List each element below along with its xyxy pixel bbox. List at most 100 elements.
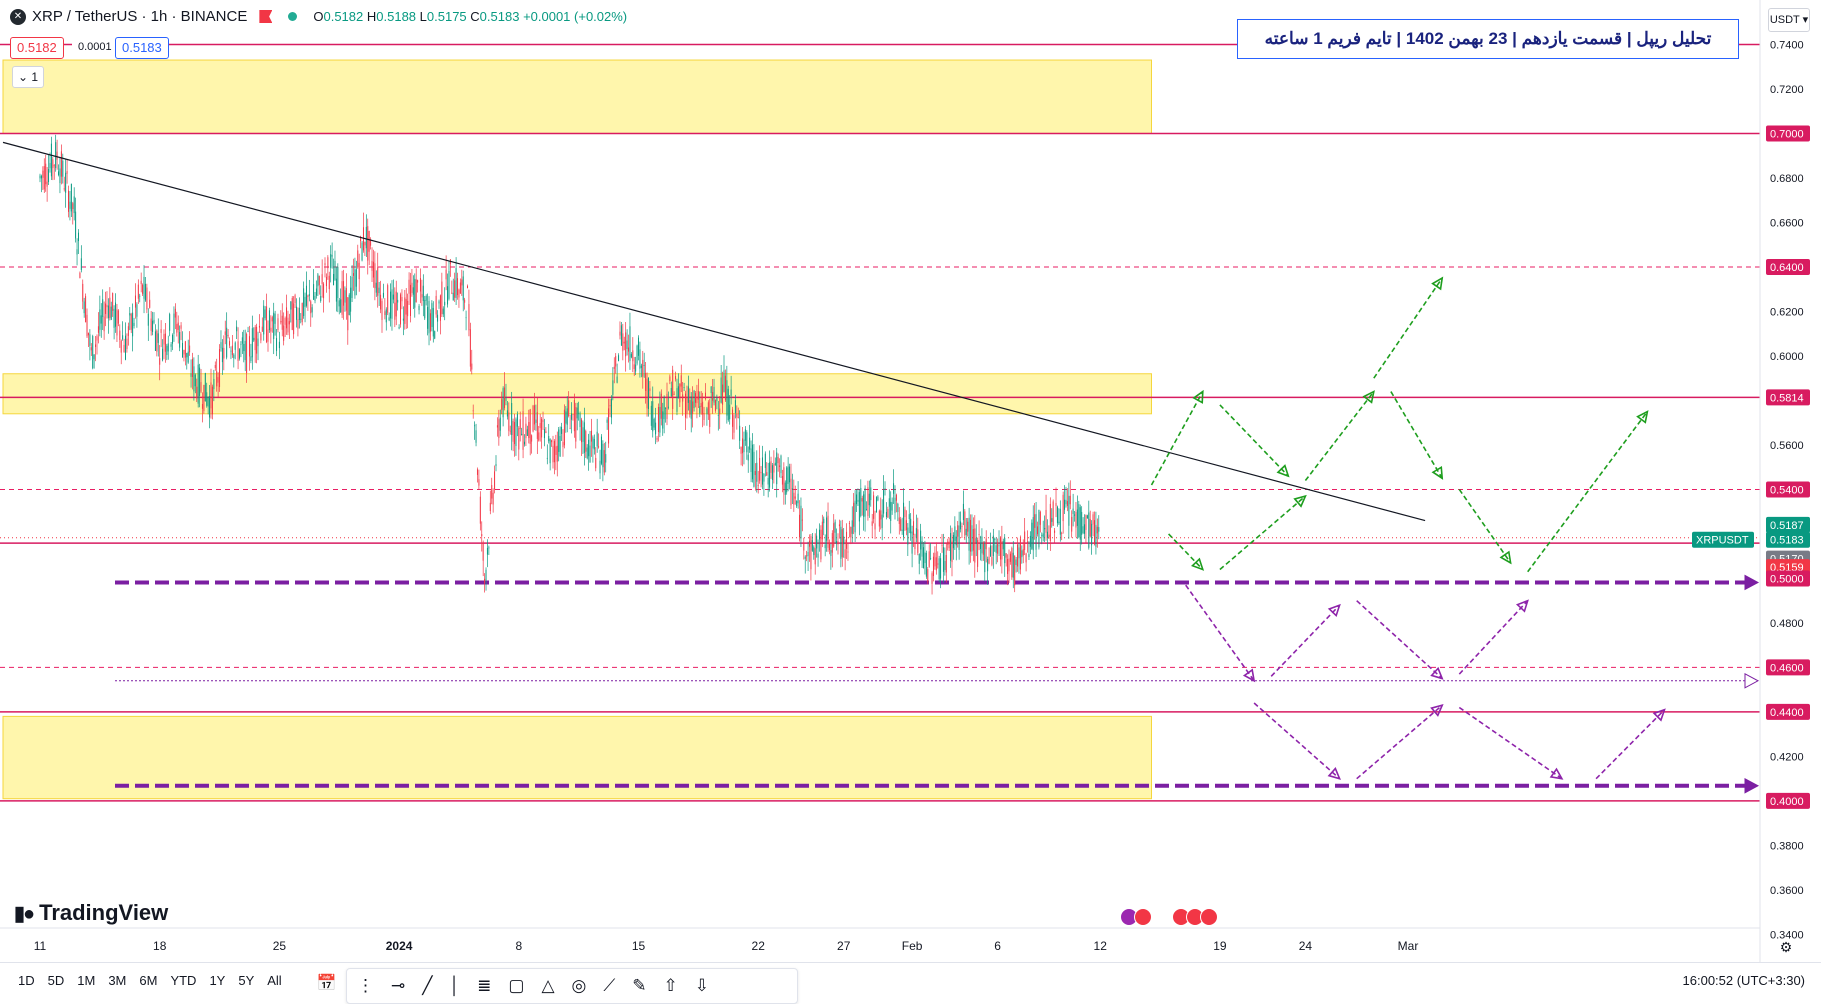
candle-body [598,446,600,448]
price-chart[interactable]: 0.7400 0.7200 0.7000 0.6800 0.6600 0.6400 0.62… [0,0,1821,962]
candle-body [313,284,315,300]
candle-body [754,471,756,476]
candle-body [581,419,582,443]
candle-body [471,363,473,370]
candle-body [657,407,659,432]
candle-body [954,526,956,542]
candle-body [137,284,139,299]
symbol-title[interactable]: XRP / TetherUS · 1h · BINANCE [32,8,248,25]
purple-level-arrowhead [1744,672,1760,689]
candle-body [777,456,779,464]
candle-body [408,279,410,294]
calendar-icon[interactable]: 📅 [316,975,337,992]
candle-body [476,469,478,475]
candle-body [786,467,788,493]
sell-button[interactable]: 0.5182 [10,37,64,59]
range-5y[interactable]: 5Y [238,973,255,988]
candle-body [565,411,567,424]
candle-body [582,427,584,442]
candle-body [154,331,156,351]
drag-handle-icon[interactable]: ⋮ [357,976,374,995]
time-axis-tick: 15 [632,939,646,953]
candle-body [162,348,164,361]
range-1d[interactable]: 1D [18,973,35,988]
candle-body [174,308,176,318]
candle-body [308,294,310,296]
arrow-down-tool-icon[interactable]: ⇩ [694,976,710,995]
buy-button[interactable]: 0.5183 [115,37,169,59]
economic-events-group-1[interactable] [1120,908,1152,926]
candle-body [126,338,128,350]
candle-body [733,415,735,433]
candle-body [1042,533,1044,538]
circle-tool-icon[interactable]: ◎ [571,976,587,995]
candle-body [330,254,332,268]
candle-body [77,232,79,242]
time-axis-tick: 12 [1094,939,1108,953]
candle-body [40,175,42,179]
candle-body [485,569,487,581]
economic-events-group-2[interactable] [1172,908,1218,926]
triangle-tool-icon[interactable]: △ [541,976,555,995]
pen-tool-icon[interactable]: ✎ [632,976,647,995]
bearish-scenario-arrow-head [1549,767,1564,780]
candle-body [233,354,235,359]
candle-body [893,483,895,494]
candle-body [994,538,996,540]
candle-body [726,380,728,416]
candle-body [702,401,704,415]
candle-body [92,336,94,369]
vertical-line-tool-icon[interactable]: │ [449,976,461,995]
rectangle-tool-icon[interactable]: ▢ [508,976,525,995]
candle-body [243,344,245,352]
candle-body [159,358,161,365]
candle-body [675,376,677,380]
range-ytd[interactable]: YTD [170,973,197,988]
candle-body [576,407,578,419]
arrow-up-tool-icon[interactable]: ⇧ [663,976,678,995]
candle-body [395,291,397,317]
collapse-indicators-button[interactable]: ⌄ 1 [12,66,44,88]
range-3m[interactable]: 3M [108,973,127,988]
candle-body [988,556,990,564]
range-1y[interactable]: 1Y [209,973,226,988]
candle-body [89,334,91,346]
candle-body [172,335,174,344]
candle-body [53,165,55,167]
candle-body [982,542,984,555]
candle-body [545,431,547,434]
price-axis-tick: 0.4600 [1770,662,1804,674]
candle-body [472,410,474,412]
candle-body [1004,537,1006,564]
candle-body [278,341,280,349]
range-6m[interactable]: 6M [139,973,158,988]
candle-body [58,171,60,175]
price-axis-tick: 0.5400 [1770,484,1804,496]
candle-body [536,412,538,439]
parallel-channel-tool-icon[interactable]: ≣ [477,976,492,995]
event-flag-icon[interactable] [1200,908,1218,926]
price-label-badge [1766,570,1810,587]
candle-body [264,309,266,319]
range-all[interactable]: All [267,973,282,988]
flag-icon[interactable] [259,10,273,23]
candle-body [387,285,389,313]
candle-body [447,286,449,305]
candle-body [746,432,748,453]
candle-body [850,526,852,538]
event-flag-icon[interactable] [1134,908,1152,926]
horizontal-line-tool-icon[interactable]: ⊸ [391,976,406,995]
candle-body [878,510,880,527]
candle-body [206,392,208,406]
brush-tool-icon[interactable]: ⟋ [603,976,616,995]
time-axis-tick: 25 [273,939,287,953]
candle-body [237,341,239,361]
range-5d[interactable]: 5D [47,973,65,988]
price-label-badge [1766,516,1810,533]
currency-select[interactable]: USDT ▾ [1768,8,1810,32]
candle-body [482,543,484,561]
trendline-tool-icon[interactable]: ╱ [422,976,433,995]
range-1m[interactable]: 1M [77,973,96,988]
candle-body [583,422,585,453]
clock[interactable]: 16:00:52 (UTC+3:30) [1682,973,1805,988]
